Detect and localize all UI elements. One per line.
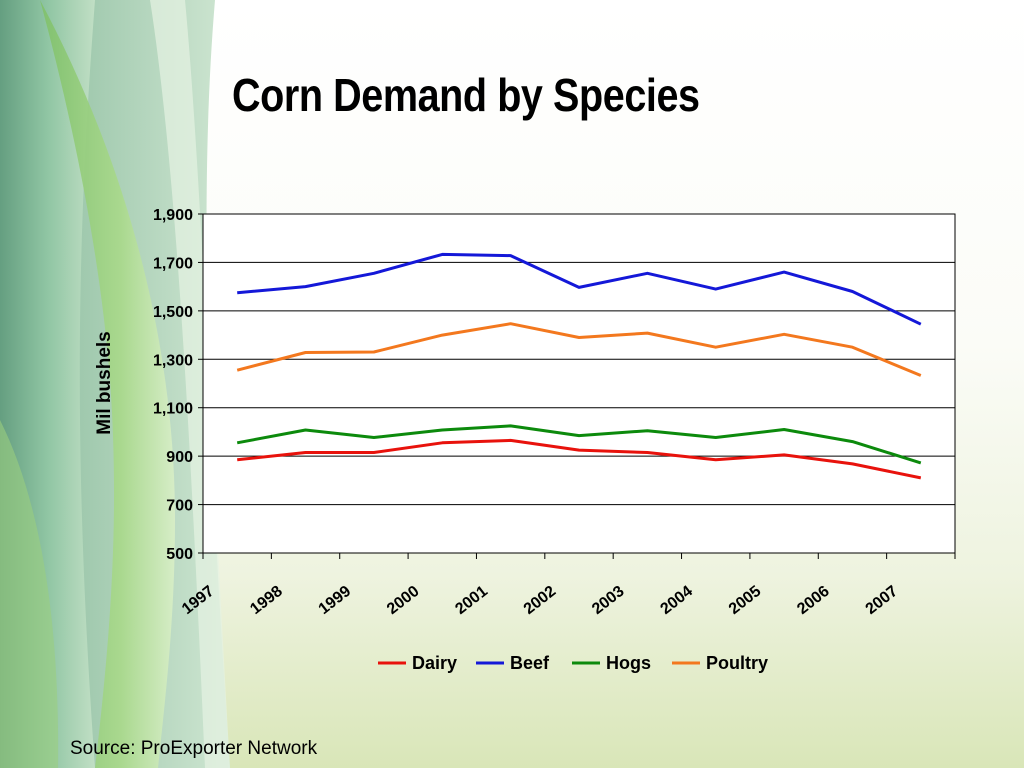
legend-label-dairy: Dairy <box>412 653 457 673</box>
x-tick-label: 2006 <box>794 583 833 618</box>
y-tick-label: 1,700 <box>153 255 193 272</box>
legend-label-poultry: Poultry <box>706 653 768 673</box>
y-tick-label: 1,900 <box>153 207 193 224</box>
chart-title: Corn Demand by Species <box>232 69 700 121</box>
y-axis-ticks: 500 700 900 1,100 1,300 1,500 1,700 1,900 <box>153 207 203 563</box>
x-tick-label: 2005 <box>726 583 765 618</box>
x-axis-ticks: 1997 1998 1999 2000 2001 2002 2003 2004 2005 2006… <box>179 553 956 618</box>
legend-label-hogs: Hogs <box>606 653 651 673</box>
chart-legend: Dairy Beef Hogs Poultry <box>378 653 768 673</box>
series-line-hogs <box>236 424 922 465</box>
x-tick-label: 2004 <box>657 583 696 618</box>
x-tick-label: 1997 <box>179 583 218 618</box>
x-tick-label: 1998 <box>247 583 286 618</box>
y-tick-label: 500 <box>166 546 193 563</box>
series-line-beef <box>237 252 922 326</box>
x-tick-label: 2003 <box>589 583 628 618</box>
x-tick-label: 2001 <box>452 583 491 618</box>
x-tick-label: 2000 <box>384 583 423 618</box>
y-tick-label: 700 <box>166 498 193 515</box>
series-lines <box>236 252 922 480</box>
y-axis-label: Mil bushels <box>94 331 115 434</box>
x-tick-label: 1999 <box>316 583 355 618</box>
y-tick-label: 900 <box>166 449 193 466</box>
series-line-poultry <box>236 322 922 377</box>
y-tick-label: 1,300 <box>153 352 193 369</box>
series-line-dairy <box>237 438 922 480</box>
y-tick-label: 1,500 <box>153 304 193 321</box>
y-tick-label: 1,100 <box>153 401 193 418</box>
plot-area <box>202 213 956 554</box>
x-tick-label: 2007 <box>863 583 902 618</box>
gridlines <box>203 261 955 506</box>
x-tick-label: 2002 <box>521 583 560 618</box>
legend-label-beef: Beef <box>510 653 550 673</box>
source-note: Source: ProExporter Network <box>70 738 318 759</box>
